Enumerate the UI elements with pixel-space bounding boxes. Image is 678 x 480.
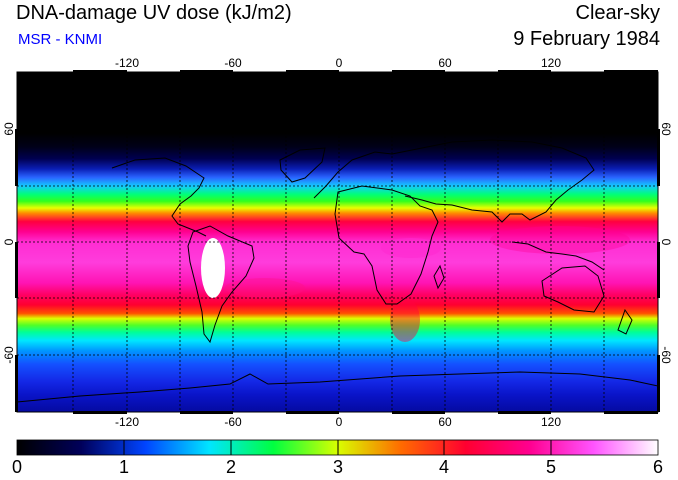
colorbar-label: 3 bbox=[332, 457, 344, 477]
greenland-coast bbox=[279, 147, 326, 183]
lat-label-left: -60 bbox=[2, 346, 16, 364]
andes-high-uv-region bbox=[201, 238, 225, 298]
map-field bbox=[17, 72, 658, 412]
lon-label-top: 60 bbox=[438, 56, 452, 70]
north-america-coast bbox=[111, 157, 207, 237]
sky-condition-label: Clear-sky bbox=[575, 2, 660, 24]
lon-label-bottom: -60 bbox=[224, 415, 242, 429]
lon-labels-bottom: -120 -60 0 60 120 bbox=[115, 415, 561, 429]
colorbar-label: 1 bbox=[118, 457, 130, 477]
source-label: MSR - KNMI bbox=[18, 31, 103, 48]
australia-coast bbox=[541, 265, 605, 313]
coastlines bbox=[17, 139, 658, 403]
colorbar bbox=[16, 439, 659, 456]
graticule bbox=[17, 72, 658, 412]
colorbar-label: 5 bbox=[545, 457, 557, 477]
colorbar-label: 6 bbox=[652, 457, 664, 477]
colorbar-label: 4 bbox=[438, 457, 450, 477]
lat-label-right: -60 bbox=[659, 346, 673, 364]
lon-label-bottom: 0 bbox=[336, 415, 343, 429]
indonesia-coast bbox=[511, 241, 605, 271]
new-zealand-coast bbox=[617, 308, 633, 335]
africa-high-uv-region bbox=[381, 238, 441, 258]
antarctica-coast bbox=[17, 371, 658, 403]
madagascar-coast bbox=[433, 264, 445, 290]
lon-label-top: -120 bbox=[115, 56, 139, 70]
colorbar-label: 2 bbox=[225, 457, 237, 477]
lon-label-bottom: 120 bbox=[541, 415, 561, 429]
indonesia-cloudless-region bbox=[490, 226, 630, 254]
lat-labels-left: 60 0 -60 bbox=[2, 122, 16, 364]
map-title: DNA-damage UV dose (kJ/m2) bbox=[16, 2, 292, 24]
south-america-coast bbox=[187, 225, 255, 344]
lon-label-top: 120 bbox=[541, 56, 561, 70]
lon-label-bottom: -120 bbox=[115, 415, 139, 429]
colorbar-ticks bbox=[123, 440, 552, 455]
frame-ticks bbox=[15, 70, 660, 414]
southern-africa-region bbox=[390, 298, 420, 342]
lat-label-left: 60 bbox=[2, 122, 16, 136]
lat-label-left: 0 bbox=[2, 238, 16, 245]
lon-label-top: 0 bbox=[336, 56, 343, 70]
lon-label-bottom: 60 bbox=[438, 415, 452, 429]
lat-label-right: 0 bbox=[659, 239, 673, 246]
date-label: 9 February 1984 bbox=[513, 28, 660, 50]
colorbar-label: 0 bbox=[11, 457, 23, 477]
lon-labels-top: -120 -60 0 60 120 bbox=[115, 56, 561, 70]
lon-label-top: -60 bbox=[224, 56, 242, 70]
eurasia-coast bbox=[313, 139, 595, 223]
lat-label-right: 60 bbox=[659, 122, 673, 136]
lat-labels-right: 60 0 -60 bbox=[659, 122, 673, 364]
south-atlantic-region bbox=[225, 278, 305, 298]
map-frame bbox=[15, 70, 660, 414]
